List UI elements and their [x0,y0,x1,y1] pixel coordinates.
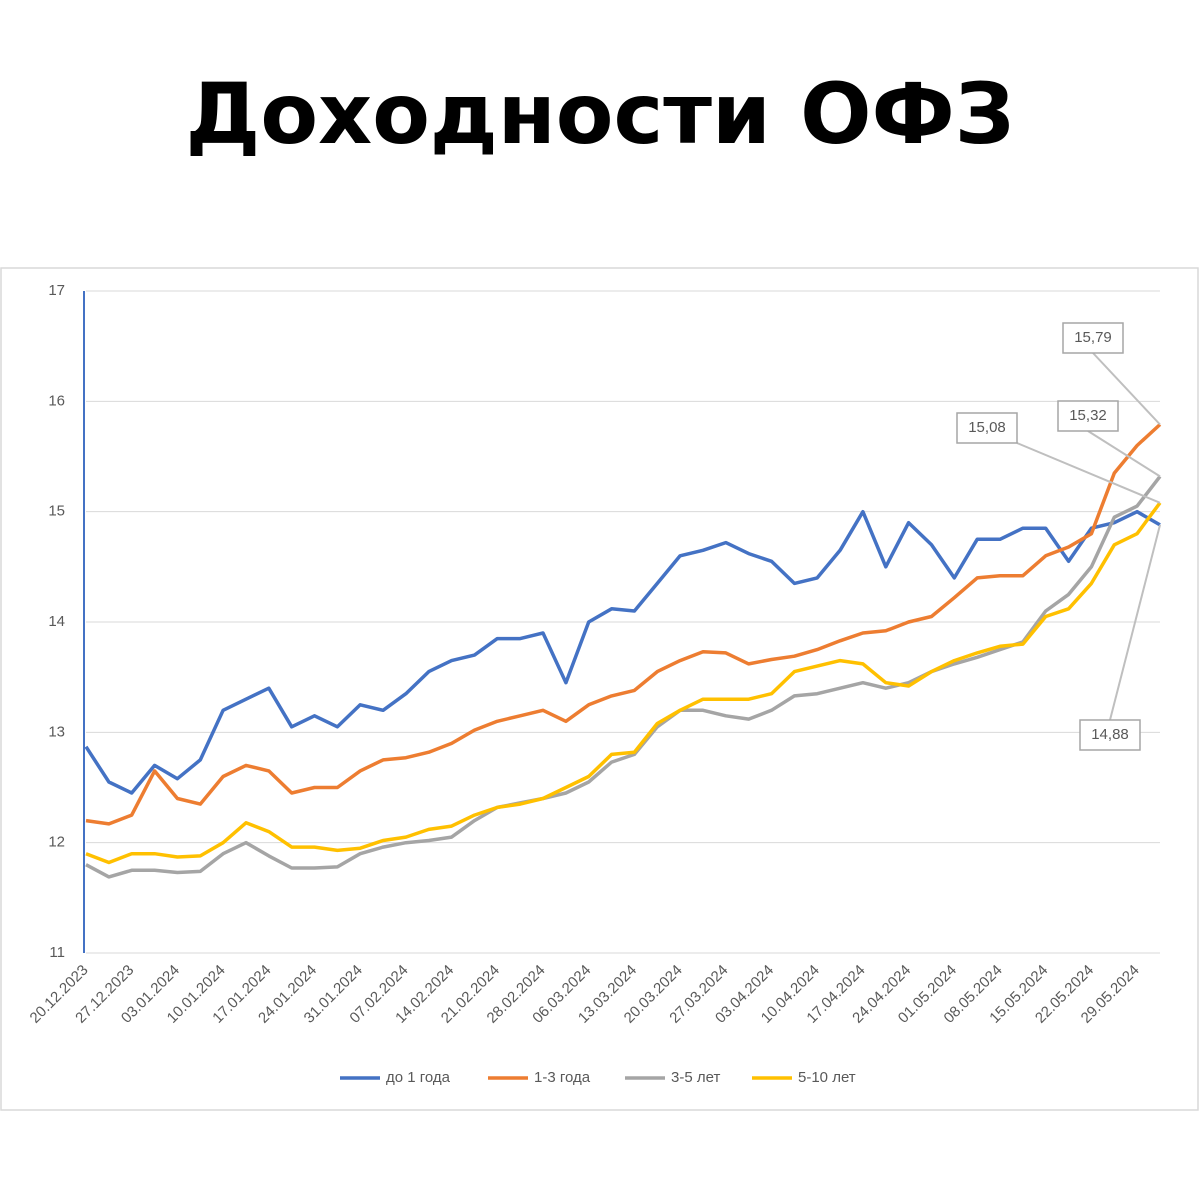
series-line [85,501,1162,865]
callout-box [956,412,1018,444]
series-line [84,509,1161,795]
y-tick-label: 15 [48,503,65,520]
callout-label: 15,08 [968,419,1006,436]
callout-leader [1016,442,1161,504]
callout-box [1079,719,1141,751]
series-line [85,423,1162,826]
callout-leader [1087,430,1161,478]
legend-label: 5-10 лет [798,1069,856,1086]
y-tick-label: 16 [48,392,65,409]
chart-frame [0,267,1199,1111]
callout-box [1057,400,1119,432]
callout-label: 15,79 [1074,329,1112,346]
callout-box [1062,322,1124,354]
y-tick-label: 12 [48,834,65,851]
callout-leader [1109,524,1161,721]
y-tick-label: 17 [48,282,65,299]
chart-title: Доходности ОФЗ [186,65,1015,163]
y-tick-label: 14 [48,613,65,630]
series-line [85,475,1162,879]
y-tick-label: 13 [48,723,65,740]
legend-label: до 1 года [386,1069,451,1086]
callout-label: 14,88 [1091,726,1129,743]
legend-label: 1-3 года [534,1069,591,1086]
callout-leader [1092,352,1161,426]
legend-label: 3-5 лет [671,1069,720,1086]
callout-label: 15,32 [1069,407,1107,424]
y-tick-label: 11 [49,944,65,961]
